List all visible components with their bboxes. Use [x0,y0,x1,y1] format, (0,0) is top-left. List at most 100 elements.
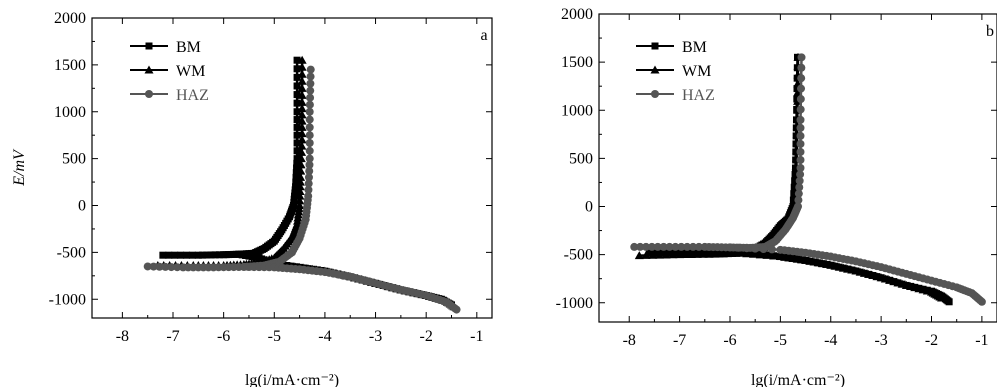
data-point [305,167,314,176]
data-point [698,249,708,258]
x-tick-label: -4 [318,328,331,345]
legend-entry-haz: HAZ [636,87,715,104]
data-point [295,186,305,195]
y-tick-label: 1500 [54,57,86,74]
data-point [293,73,301,81]
data-point [304,173,313,182]
data-point [215,251,223,259]
data-point [796,170,805,179]
data-point [305,115,314,124]
y-tick-label: -500 [564,247,593,264]
data-point [794,202,802,211]
series-haz [143,65,461,314]
data-point [306,79,315,88]
x-axis-title: lg(i/mA·cm⁻²) [751,372,845,387]
panel-b: -8 -7 -6 -5 -4 -3 -2 -1 -1000 -500 0 500 1000 1500 200… [556,6,997,387]
data-point [796,131,805,140]
data-point [293,139,301,147]
data-point [634,251,644,260]
data-point [293,56,301,64]
data-point [735,248,745,257]
data-point [796,147,805,156]
x-tick-label: -1 [975,332,988,349]
data-point [645,249,653,257]
data-point [653,242,662,251]
data-point [293,131,301,139]
data-point [293,65,301,73]
data-point [295,201,305,209]
legend-entry-bm: BM [130,39,201,56]
data-point [207,251,215,259]
data-point [945,298,953,306]
data-point [297,141,307,150]
y-tick-label: 2000 [561,6,593,23]
legend-marker [651,90,659,98]
data-point [937,293,947,302]
data-point [304,179,313,188]
legend-marker [651,42,659,50]
legend-label: WM [176,63,205,80]
legend-entry-wm: WM [636,63,711,80]
data-point [171,251,179,259]
y-tick-label: 0 [585,199,593,216]
data-point [293,116,301,124]
data-point [796,123,805,132]
legend-marker [145,42,153,50]
y-tick-label: -500 [57,244,86,261]
data-point [650,249,658,257]
data-point [304,192,313,201]
panel-label: b [986,23,994,40]
x-tick-label: -5 [774,332,787,349]
data-point [641,250,651,259]
data-point [297,76,307,85]
data-point [797,74,806,83]
data-point [734,243,743,252]
data-point [188,251,196,259]
data-point [692,249,702,258]
data-point [796,105,805,114]
legend-label: HAZ [682,87,715,104]
data-point [297,116,307,125]
data-point [194,251,202,259]
y-tick-label: 0 [78,198,86,215]
x-tick-label: -6 [217,328,230,345]
data-point [149,262,158,271]
data-point [796,115,805,124]
data-point [295,177,305,186]
data-point [292,173,300,181]
y-tick-label: 1000 [54,104,86,121]
data-point [452,305,461,314]
data-point [767,245,776,254]
data-point [305,146,314,155]
x-tick-label: -1 [470,328,483,345]
data-point [306,72,315,81]
y-tick-label: -1000 [49,291,86,308]
x-tick-label: -7 [166,328,179,345]
data-point [159,251,167,259]
data-point [759,245,768,254]
data-point [796,139,805,148]
data-point [671,249,679,257]
x-tick-label: -3 [874,332,887,349]
x-tick-label: -4 [824,332,837,349]
data-point [794,189,803,198]
x-tick-label: -5 [268,328,281,345]
data-point [296,160,306,169]
data-point [297,62,307,71]
data-point [293,91,301,99]
data-point [297,147,307,156]
legend-marker [144,65,154,74]
data-point [689,242,698,251]
data-point [305,131,314,140]
data-point [666,249,674,257]
data-point [155,262,164,271]
data-point [671,242,680,251]
series-haz [630,53,986,306]
data-point [648,250,658,259]
data-point [306,86,315,95]
data-point [305,123,314,132]
data-point [297,69,307,78]
data-point [297,90,307,99]
data-point [751,244,760,253]
